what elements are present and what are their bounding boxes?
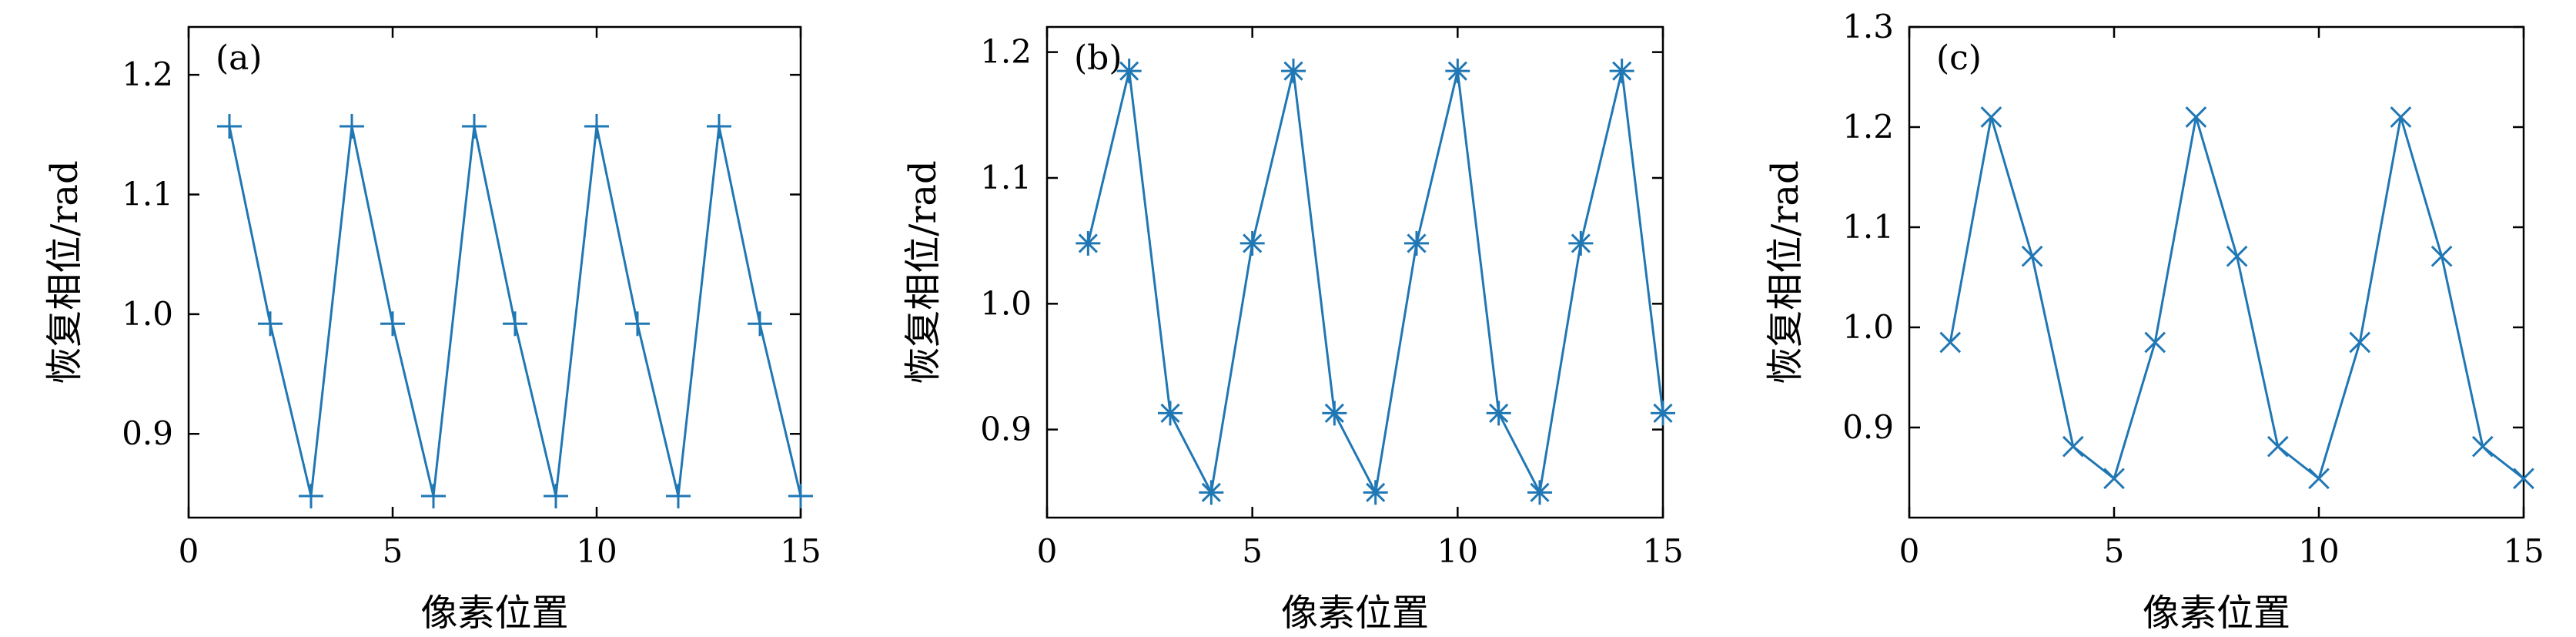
x-axis-label: 像素位置 [1281,592,1429,635]
x-tick-label: 15 [2503,532,2544,570]
data-point-5 [1239,230,1265,256]
data-point-10 [584,113,609,139]
data-point-1 [1939,331,1962,354]
series-line [1086,70,1664,497]
panel-b: 0 5 10 15 0.9 1.0 1.1 1.2 像素位置 恢复相位/rad (b) [902,25,1684,635]
data-point-12 [2390,106,2412,128]
x-tick-label: 0 [1899,532,1920,570]
axes-frame [1908,25,2525,519]
y-axis-label: 恢复相位/rad [1764,160,1807,384]
data-point-8 [1363,480,1388,505]
panel-label: (b) [1074,39,1122,78]
x-tick-label: 10 [576,532,617,570]
y-tick-label: 0.9 [1842,408,1894,446]
data-point-7 [2185,106,2207,128]
y-axis-label: 恢复相位/rad [902,160,945,384]
x-tick-label: 5 [1242,532,1263,570]
data-point-2 [1116,59,1142,84]
y-tick-label: 0.9 [122,414,173,452]
data-point-13 [1568,230,1594,256]
data-point-12 [1527,480,1552,505]
data-point-8 [2226,245,2248,267]
panel-label: (c) [1936,39,1982,78]
data-point-5 [2103,468,2125,490]
data-point-10 [2308,468,2330,490]
x-axis-label: 像素位置 [420,592,568,635]
x-tick-label: 5 [2104,532,2125,570]
data-point-3 [1158,401,1183,426]
data-point-11 [2349,331,2371,354]
y-tick-label: 1.0 [980,284,1032,322]
x-tick-label: 10 [1437,532,1478,570]
y-tick-label: 1.2 [122,55,173,93]
y-tick-label: 1.2 [980,33,1032,71]
data-point-13 [707,113,731,139]
x-tick-label: 15 [780,532,821,570]
y-tick-label: 1.2 [1842,108,1894,146]
y-tick-label: 1.1 [1842,208,1894,246]
data-point-5 [380,311,405,337]
data-point-3 [2021,245,2043,267]
data-point-6 [1281,59,1306,84]
data-point-6 [2144,331,2166,354]
x-tick-label: 15 [1642,532,1683,570]
data-point-7 [462,113,487,139]
data-point-4 [2062,435,2084,458]
data-point-11 [625,311,650,337]
y-tick-label: 1.0 [122,295,173,333]
y-tick-label: 1.0 [1842,308,1894,346]
axes-frame [1045,25,1664,519]
x-axis-label: 像素位置 [2143,592,2290,635]
x-tick-label: 10 [2298,532,2339,570]
data-point-12 [666,484,691,509]
data-point-15 [2513,468,2534,490]
y-tick-label: 1.3 [1842,8,1894,45]
y-tick-label: 1.1 [980,159,1032,196]
data-point-2 [1980,106,2002,128]
panel-c: 0 5 10 15 0.9 1.0 1.1 1.2 1.3 像素位置 恢复相位/rad (c) [1764,8,2544,635]
data-point-14 [748,311,772,337]
data-point-11 [1486,401,1511,426]
data-point-1 [217,113,242,139]
data-point-9 [1404,230,1429,256]
data-point-14 [2471,435,2494,458]
series-line [228,126,802,497]
data-point-6 [421,484,446,509]
data-point-8 [503,311,527,337]
data-point-9 [544,484,568,509]
x-tick-label: 5 [383,532,403,570]
data-point-9 [2267,435,2289,458]
x-tick-label: 0 [179,532,199,570]
data-point-4 [1199,480,1224,505]
data-point-3 [299,484,323,509]
data-point-2 [258,311,283,337]
y-tick-label: 1.1 [122,176,173,213]
data-point-14 [1609,59,1634,84]
y-tick-label: 0.9 [980,411,1032,448]
x-tick-label: 0 [1037,532,1058,570]
data-point-4 [340,113,364,139]
series-line [1949,116,2524,481]
data-point-13 [2430,245,2453,267]
panel-label: (a) [216,39,263,78]
panel-a: 0 5 10 15 0.9 1.0 1.1 1.2 像素位置 恢复相位/rad (a) [43,25,821,635]
axes-frame [187,25,802,519]
data-point-1 [1076,230,1101,256]
y-axis-label: 恢复相位/rad [43,160,86,384]
data-point-7 [1322,401,1347,426]
data-point-15 [1651,401,1675,426]
data-point-15 [788,484,813,509]
data-point-10 [1445,59,1470,84]
